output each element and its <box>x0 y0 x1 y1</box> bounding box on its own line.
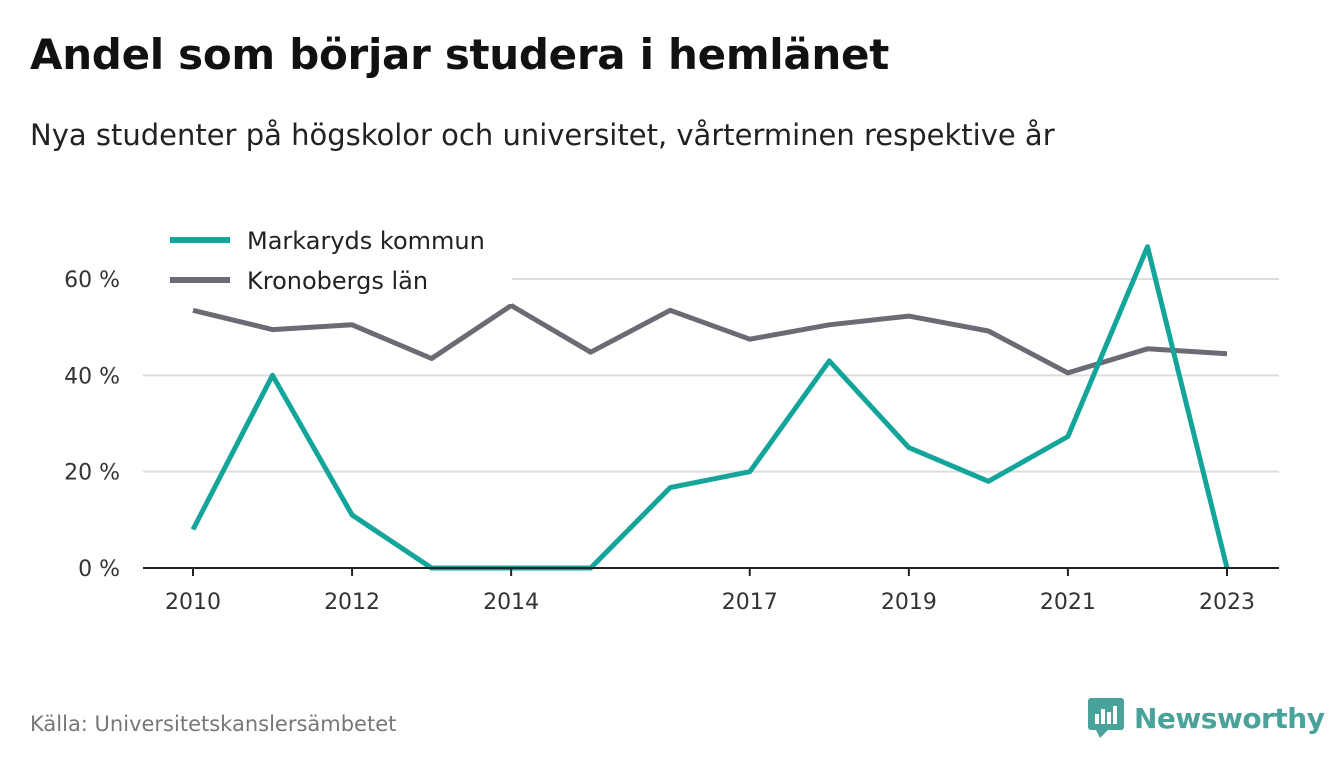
y-tick-label: 40 % <box>64 364 120 389</box>
source-note: Källa: Universitetskanslersämbetet <box>30 712 397 736</box>
legend-label: Kronobergs län <box>247 267 428 295</box>
x-tick-label: 2014 <box>483 590 539 615</box>
legend-label: Markaryds kommun <box>247 227 485 255</box>
axes: 0 % 20 % 40 % 60 % 2010 2012 2014 2017 2019 2021 2… <box>64 268 1279 615</box>
x-tick-label: 2012 <box>324 590 380 615</box>
series-lines <box>190 244 1230 571</box>
y-tick-label: 60 % <box>64 268 120 293</box>
brand-logo: Newsworthy <box>1088 698 1325 738</box>
legend-background <box>140 218 512 304</box>
chart-title: Andel som börjar studera i hemlänet <box>30 30 889 79</box>
chart-subtitle: Nya studenter på högskolor och universit… <box>30 118 1055 152</box>
x-tick-label: 2010 <box>165 590 221 615</box>
y-tick-label: 0 % <box>78 557 120 582</box>
x-tick-label: 2021 <box>1040 590 1096 615</box>
series-line <box>192 303 1228 376</box>
brand-name: Newsworthy <box>1134 701 1325 735</box>
y-tick-label: 20 % <box>64 461 120 486</box>
x-tick-label: 2023 <box>1199 590 1255 615</box>
newsworthy-logo-icon <box>1088 698 1124 738</box>
x-tick-label: 2017 <box>722 590 778 615</box>
x-tick-label: 2019 <box>881 590 937 615</box>
series-line <box>190 244 1230 571</box>
legend: Markaryds kommun Kronobergs län <box>140 218 512 304</box>
